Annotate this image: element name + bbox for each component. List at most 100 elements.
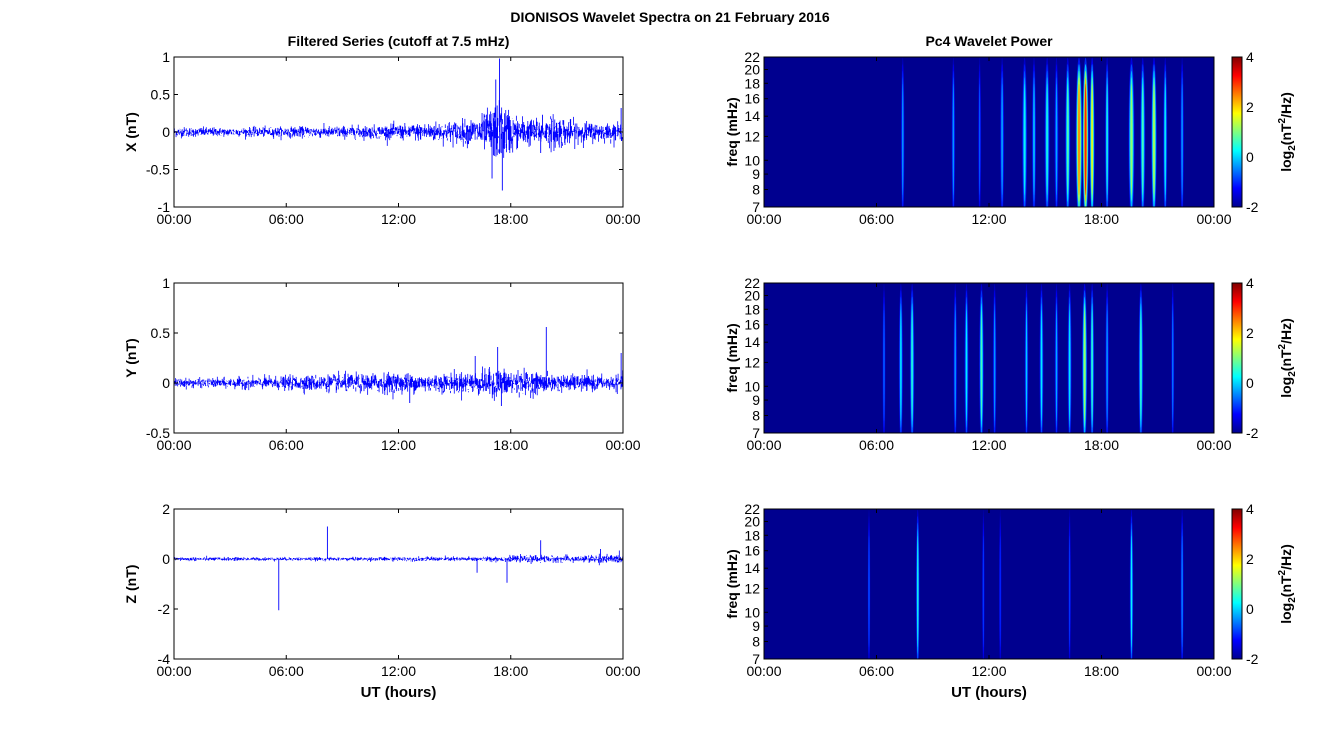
y-tick-label: 22 bbox=[744, 49, 760, 65]
power-event bbox=[1091, 309, 1093, 422]
colorbar-label-part: 2 bbox=[1287, 597, 1298, 603]
colorbar-label-part: 2 bbox=[1287, 145, 1298, 151]
x-tick-label: 12:00 bbox=[971, 211, 1006, 227]
y-tick-label: 20 bbox=[744, 513, 760, 529]
power-event bbox=[1142, 83, 1144, 196]
power-event bbox=[979, 83, 981, 196]
x-tick-label: 00:00 bbox=[156, 663, 191, 679]
colorbar-tick-label: 4 bbox=[1246, 275, 1254, 291]
colorbar-tick-label: 2 bbox=[1246, 99, 1254, 115]
power-event bbox=[1025, 309, 1028, 422]
x-tick-label: 00:00 bbox=[746, 663, 781, 679]
y-tick-label: 0 bbox=[162, 551, 170, 567]
power-event bbox=[954, 309, 956, 422]
power-event bbox=[1106, 83, 1108, 196]
y-tick-label: 18 bbox=[744, 75, 760, 91]
y-tick-label: 7 bbox=[752, 425, 760, 441]
colorbar-label: log2(nT2/Hz) bbox=[1277, 544, 1298, 624]
y-tick-label: -0.5 bbox=[146, 162, 170, 178]
x-tick-label: 00:00 bbox=[1196, 211, 1231, 227]
y-tick-label: -2 bbox=[158, 601, 171, 617]
y-axis-label: X (nT) bbox=[123, 112, 139, 152]
y-tick-label: 1 bbox=[162, 275, 170, 291]
colorbar-tick-label: -2 bbox=[1246, 199, 1259, 215]
spectrogram-area bbox=[764, 57, 1214, 207]
x-tick-label: 18:00 bbox=[1084, 663, 1119, 679]
colorbar-tick-label: 2 bbox=[1246, 551, 1254, 567]
y-axis-label: freq (mHz) bbox=[724, 97, 740, 166]
timeseries-panel-3: 2 0 -2 -4 Z (nT) 00:00 06:00 12:00 18:00 00:00 UT … bbox=[123, 501, 641, 701]
x-tick-label: 06:00 bbox=[269, 211, 304, 227]
power-event bbox=[900, 309, 902, 422]
y-tick-label: 20 bbox=[744, 61, 760, 77]
y-tick-label: 16 bbox=[744, 91, 760, 107]
power-event bbox=[1001, 83, 1003, 196]
timeseries-panel-1: Filtered Series (cutoff at 7.5 mHz) 1 0.5 0… bbox=[123, 33, 641, 227]
x-tick-label: 12:00 bbox=[381, 211, 416, 227]
x-tick-label: 18:00 bbox=[493, 663, 528, 679]
power-event bbox=[999, 535, 1001, 648]
y-tick-label: 9 bbox=[752, 166, 760, 182]
y-tick-label: 2 bbox=[162, 501, 170, 517]
colorbar-gradient bbox=[1231, 56, 1243, 208]
colorbar-label-part: /Hz) bbox=[1278, 318, 1294, 344]
y-tick-label: -0.5 bbox=[146, 425, 170, 441]
colorbar-label-part: 2 bbox=[1277, 117, 1288, 123]
power-event bbox=[1130, 83, 1133, 196]
y-tick-label: 16 bbox=[744, 543, 760, 559]
spectrogram-area bbox=[764, 283, 1214, 433]
y-axis-label: freq (mHz) bbox=[724, 323, 740, 392]
y-tick-label: 1 bbox=[162, 49, 170, 65]
y-tick-label: 20 bbox=[744, 287, 760, 303]
spectrogram-events bbox=[882, 283, 1175, 433]
power-event bbox=[1023, 83, 1026, 196]
power-event bbox=[994, 309, 996, 422]
colorbar-label-part: 2 bbox=[1277, 343, 1288, 349]
timeseries-panel-2: 1 0.5 0 -0.5 Y (nT) 00:00 06:00 12:00 18:00 00:00 bbox=[123, 275, 641, 453]
x-tick-label: 12:00 bbox=[381, 437, 416, 453]
power-event bbox=[1069, 535, 1071, 648]
colorbar-tick-label: -2 bbox=[1246, 651, 1259, 667]
colorbar-label-part: log bbox=[1278, 151, 1294, 172]
power-event bbox=[1181, 83, 1183, 196]
x-tick-label: 18:00 bbox=[493, 437, 528, 453]
x-tick-label: 06:00 bbox=[269, 663, 304, 679]
x-tick-label: 00:00 bbox=[605, 211, 640, 227]
x-tick-label: 00:00 bbox=[605, 663, 640, 679]
y-tick-label: 16 bbox=[744, 317, 760, 333]
power-event bbox=[1067, 83, 1069, 196]
y-tick-label: 22 bbox=[744, 501, 760, 517]
y-tick-label: 7 bbox=[752, 651, 760, 667]
y-tick-label: 0 bbox=[162, 375, 170, 391]
power-event bbox=[1055, 83, 1058, 196]
power-event bbox=[1106, 309, 1108, 422]
power-event bbox=[1040, 309, 1043, 422]
x-tick-label: 12:00 bbox=[971, 437, 1006, 453]
plot-area bbox=[174, 509, 623, 659]
colorbar-label-part: (nT bbox=[1278, 123, 1294, 145]
power-event bbox=[1033, 83, 1035, 196]
colorbar-label-part: 2 bbox=[1287, 371, 1298, 377]
colorbar-tick-label: 4 bbox=[1246, 49, 1254, 65]
power-event bbox=[952, 83, 954, 196]
colorbar-label-part: /Hz) bbox=[1278, 92, 1294, 118]
colorbar-tick-label: 0 bbox=[1246, 375, 1254, 391]
power-event bbox=[902, 83, 904, 196]
y-tick-label: 14 bbox=[744, 108, 760, 124]
power-event bbox=[1164, 83, 1166, 196]
power-event bbox=[1069, 309, 1071, 422]
y-tick-label: 18 bbox=[744, 527, 760, 543]
power-event bbox=[1046, 83, 1048, 196]
x-tick-label: 18:00 bbox=[493, 211, 528, 227]
panel-title: Pc4 Wavelet Power bbox=[925, 33, 1053, 49]
power-event bbox=[1172, 309, 1174, 422]
power-event bbox=[883, 309, 885, 422]
figure-title: DIONISOS Wavelet Spectra on 21 February … bbox=[510, 9, 829, 25]
x-tick-label: 00:00 bbox=[746, 211, 781, 227]
power-event bbox=[911, 309, 913, 422]
